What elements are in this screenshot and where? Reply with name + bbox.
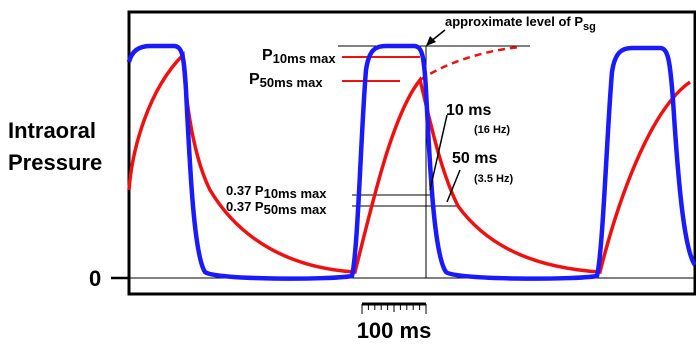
psg-level-label-sub: sg: [583, 21, 596, 33]
frac10-label-prefix: 0.37 P: [226, 183, 264, 198]
tc50-leader: [446, 169, 461, 203]
y-axis-label-line2: Pressure: [8, 150, 102, 175]
p50-label: P50ms max: [249, 71, 323, 90]
psg-level-label: approximate level of Psg: [445, 14, 596, 33]
p50-label-base: P: [249, 71, 260, 88]
fast-curve-segment: [126, 43, 696, 281]
y-axis-label-line1: Intraoral: [8, 118, 96, 143]
plot-frame: [127, 10, 696, 296]
p10-label-base: P: [262, 47, 273, 64]
tc10-leader: [429, 114, 448, 191]
frac50-label: 0.37 P50ms max: [226, 199, 327, 217]
p10-label-sub: 10ms max: [273, 51, 337, 66]
p10-label: P10ms max: [262, 47, 336, 66]
slow-curve-dashed-extension: [419, 45, 521, 82]
frac10-label-sub: 10ms max: [264, 186, 328, 201]
frac10-label: 0.37 P10ms max: [226, 183, 327, 201]
tc10-value-label: 10 ms: [446, 102, 491, 119]
psg-level-label-text: approximate level of P: [445, 14, 583, 29]
tc50-freq-label: (3.5 Hz): [474, 173, 513, 185]
scale-bar-label: 100 ms: [357, 318, 432, 343]
p50-label-sub: 50ms max: [260, 75, 324, 90]
tc10-freq-label: (16 Hz): [474, 124, 510, 136]
psg-arrow-head: [426, 36, 436, 46]
zero-label: 0: [89, 266, 101, 291]
frac50-label-prefix: 0.37 P: [226, 199, 264, 214]
scale-bar-ticks: [361, 304, 427, 314]
frac50-label-sub: 50ms max: [264, 202, 328, 217]
tc50-value-label: 50 ms: [452, 150, 497, 167]
